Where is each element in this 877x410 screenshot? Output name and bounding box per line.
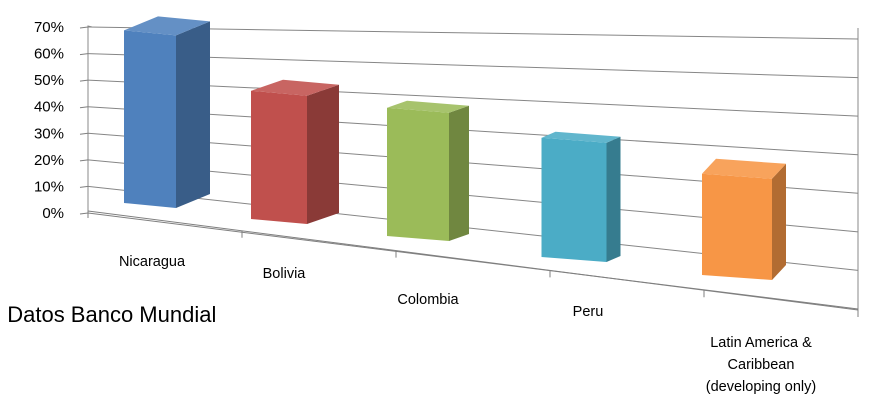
bar-side <box>176 21 210 209</box>
bar-top <box>702 158 786 179</box>
x-category-label: Peru <box>573 304 604 320</box>
bar-top <box>251 79 339 96</box>
y-tick-label: 40% <box>34 99 64 116</box>
y-tick-label: 30% <box>34 125 64 142</box>
bars <box>124 16 786 280</box>
bar <box>251 79 339 224</box>
source-text: : Datos Banco Mundial <box>0 302 216 327</box>
bar-front <box>702 173 772 280</box>
gridline <box>87 79 859 117</box>
gridline <box>87 106 859 156</box>
bar-front <box>124 30 176 209</box>
y-tick-label: 60% <box>34 46 64 63</box>
bar-front <box>541 137 607 262</box>
gridline <box>87 26 859 40</box>
x-category-label-line: Colombia <box>397 292 459 308</box>
x-category-label-line: Latin America & <box>710 335 812 351</box>
x-category-label-line: (developing only) <box>706 379 816 395</box>
bar-front <box>387 107 449 241</box>
y-tick-mark <box>79 132 89 135</box>
bar-side <box>606 136 621 262</box>
bar <box>387 100 469 241</box>
y-tick-mark <box>79 106 89 109</box>
y-tick-label: 10% <box>34 178 64 195</box>
gridline <box>87 53 859 79</box>
y-tick-mark <box>79 53 89 56</box>
bar <box>702 158 786 280</box>
bar <box>124 16 210 209</box>
y-tick-mark <box>79 26 89 29</box>
y-tick-label: 50% <box>34 72 64 89</box>
x-category-label-line: Peru <box>573 304 604 320</box>
y-tick-label: 70% <box>34 19 64 36</box>
bar-top <box>124 16 210 36</box>
y-tick-label: 0% <box>42 205 64 222</box>
bar-top <box>387 100 469 113</box>
y-tick-mark <box>79 185 89 188</box>
bar-side <box>449 105 469 241</box>
x-category-label-line: Nicaragua <box>119 254 186 270</box>
x-category-label-line: Caribbean <box>728 357 795 373</box>
x-category-label: Colombia <box>397 292 459 308</box>
bar-side <box>772 163 786 280</box>
y-tick-mark <box>79 159 89 162</box>
x-category-label-line: Bolivia <box>263 266 307 282</box>
x-category-label: Latin America & Caribbean (developing only… <box>706 335 816 395</box>
y-tick-mark <box>79 79 89 82</box>
x-axis-line <box>87 210 859 311</box>
bar-side <box>307 84 339 224</box>
x-category-labels: Nicaragua Bolivia Colombia Peru Latin Americ… <box>119 254 816 395</box>
x-category-label: Bolivia <box>263 266 307 282</box>
axes <box>79 26 859 317</box>
y-tick-labels: 0% 10% 20% 30% 40% 50% 60% 70% <box>34 19 64 222</box>
y-tick-label: 20% <box>34 152 64 169</box>
gridlines <box>87 26 859 310</box>
bar-front <box>251 90 307 224</box>
bar <box>541 131 621 262</box>
x-category-label: Nicaragua <box>119 254 186 270</box>
y-tick-mark <box>79 212 89 215</box>
bar-top <box>541 131 621 143</box>
